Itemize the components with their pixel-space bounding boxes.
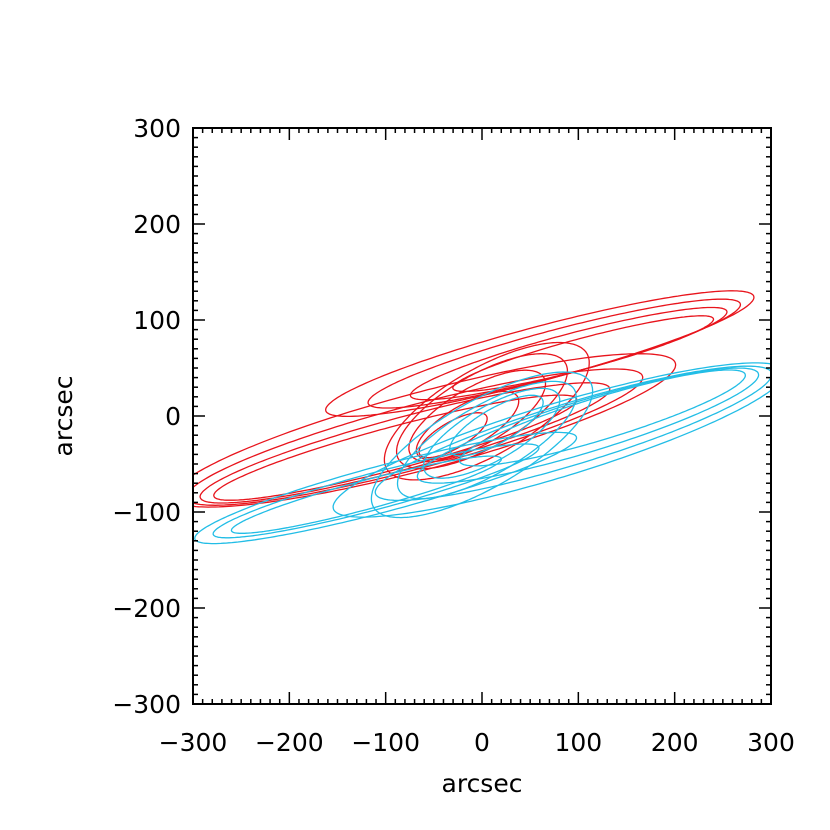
contour-line-series-2 xyxy=(332,362,771,518)
y-tick-label: −100 xyxy=(112,498,181,527)
x-tick-label: −100 xyxy=(351,728,420,757)
contour-line-series-1 xyxy=(408,369,547,463)
y-tick-label: 300 xyxy=(133,114,181,143)
contour-line-series-2 xyxy=(416,367,760,484)
x-tick-label: −200 xyxy=(255,728,324,757)
x-axis-title: arcsec xyxy=(442,769,523,798)
plot-frame xyxy=(192,127,772,705)
y-tick-label: 0 xyxy=(165,402,181,431)
y-axis-title: arcsec xyxy=(49,376,78,457)
y-tick-label: −300 xyxy=(112,690,181,719)
contour-line-series-2 xyxy=(422,387,561,479)
x-tick-label: 0 xyxy=(474,728,490,757)
y-tick-label: −200 xyxy=(112,594,181,623)
x-tick-label: 200 xyxy=(651,728,699,757)
contour-line-series-2 xyxy=(370,371,594,519)
y-tick-label: 200 xyxy=(133,210,181,239)
contour-line-series-1 xyxy=(452,315,715,393)
contour-line-series-1 xyxy=(418,412,488,459)
contour-line-series-2 xyxy=(374,365,771,502)
x-tick-label: 300 xyxy=(747,728,795,757)
contour-group xyxy=(193,290,771,545)
contour-line-series-2 xyxy=(194,431,578,545)
contour-line-series-2 xyxy=(449,394,544,457)
tick-labels: −300 −200 −100 0 100 200 300 −300 −200 −100 0 100 20… xyxy=(112,114,795,757)
contour-line-series-2 xyxy=(230,455,503,534)
x-tick-label: 100 xyxy=(554,728,602,757)
contour-line-series-2 xyxy=(458,369,746,467)
x-tick-label: −300 xyxy=(159,728,228,757)
y-tick-label: 100 xyxy=(133,306,181,335)
contour-line-series-2 xyxy=(396,380,577,500)
